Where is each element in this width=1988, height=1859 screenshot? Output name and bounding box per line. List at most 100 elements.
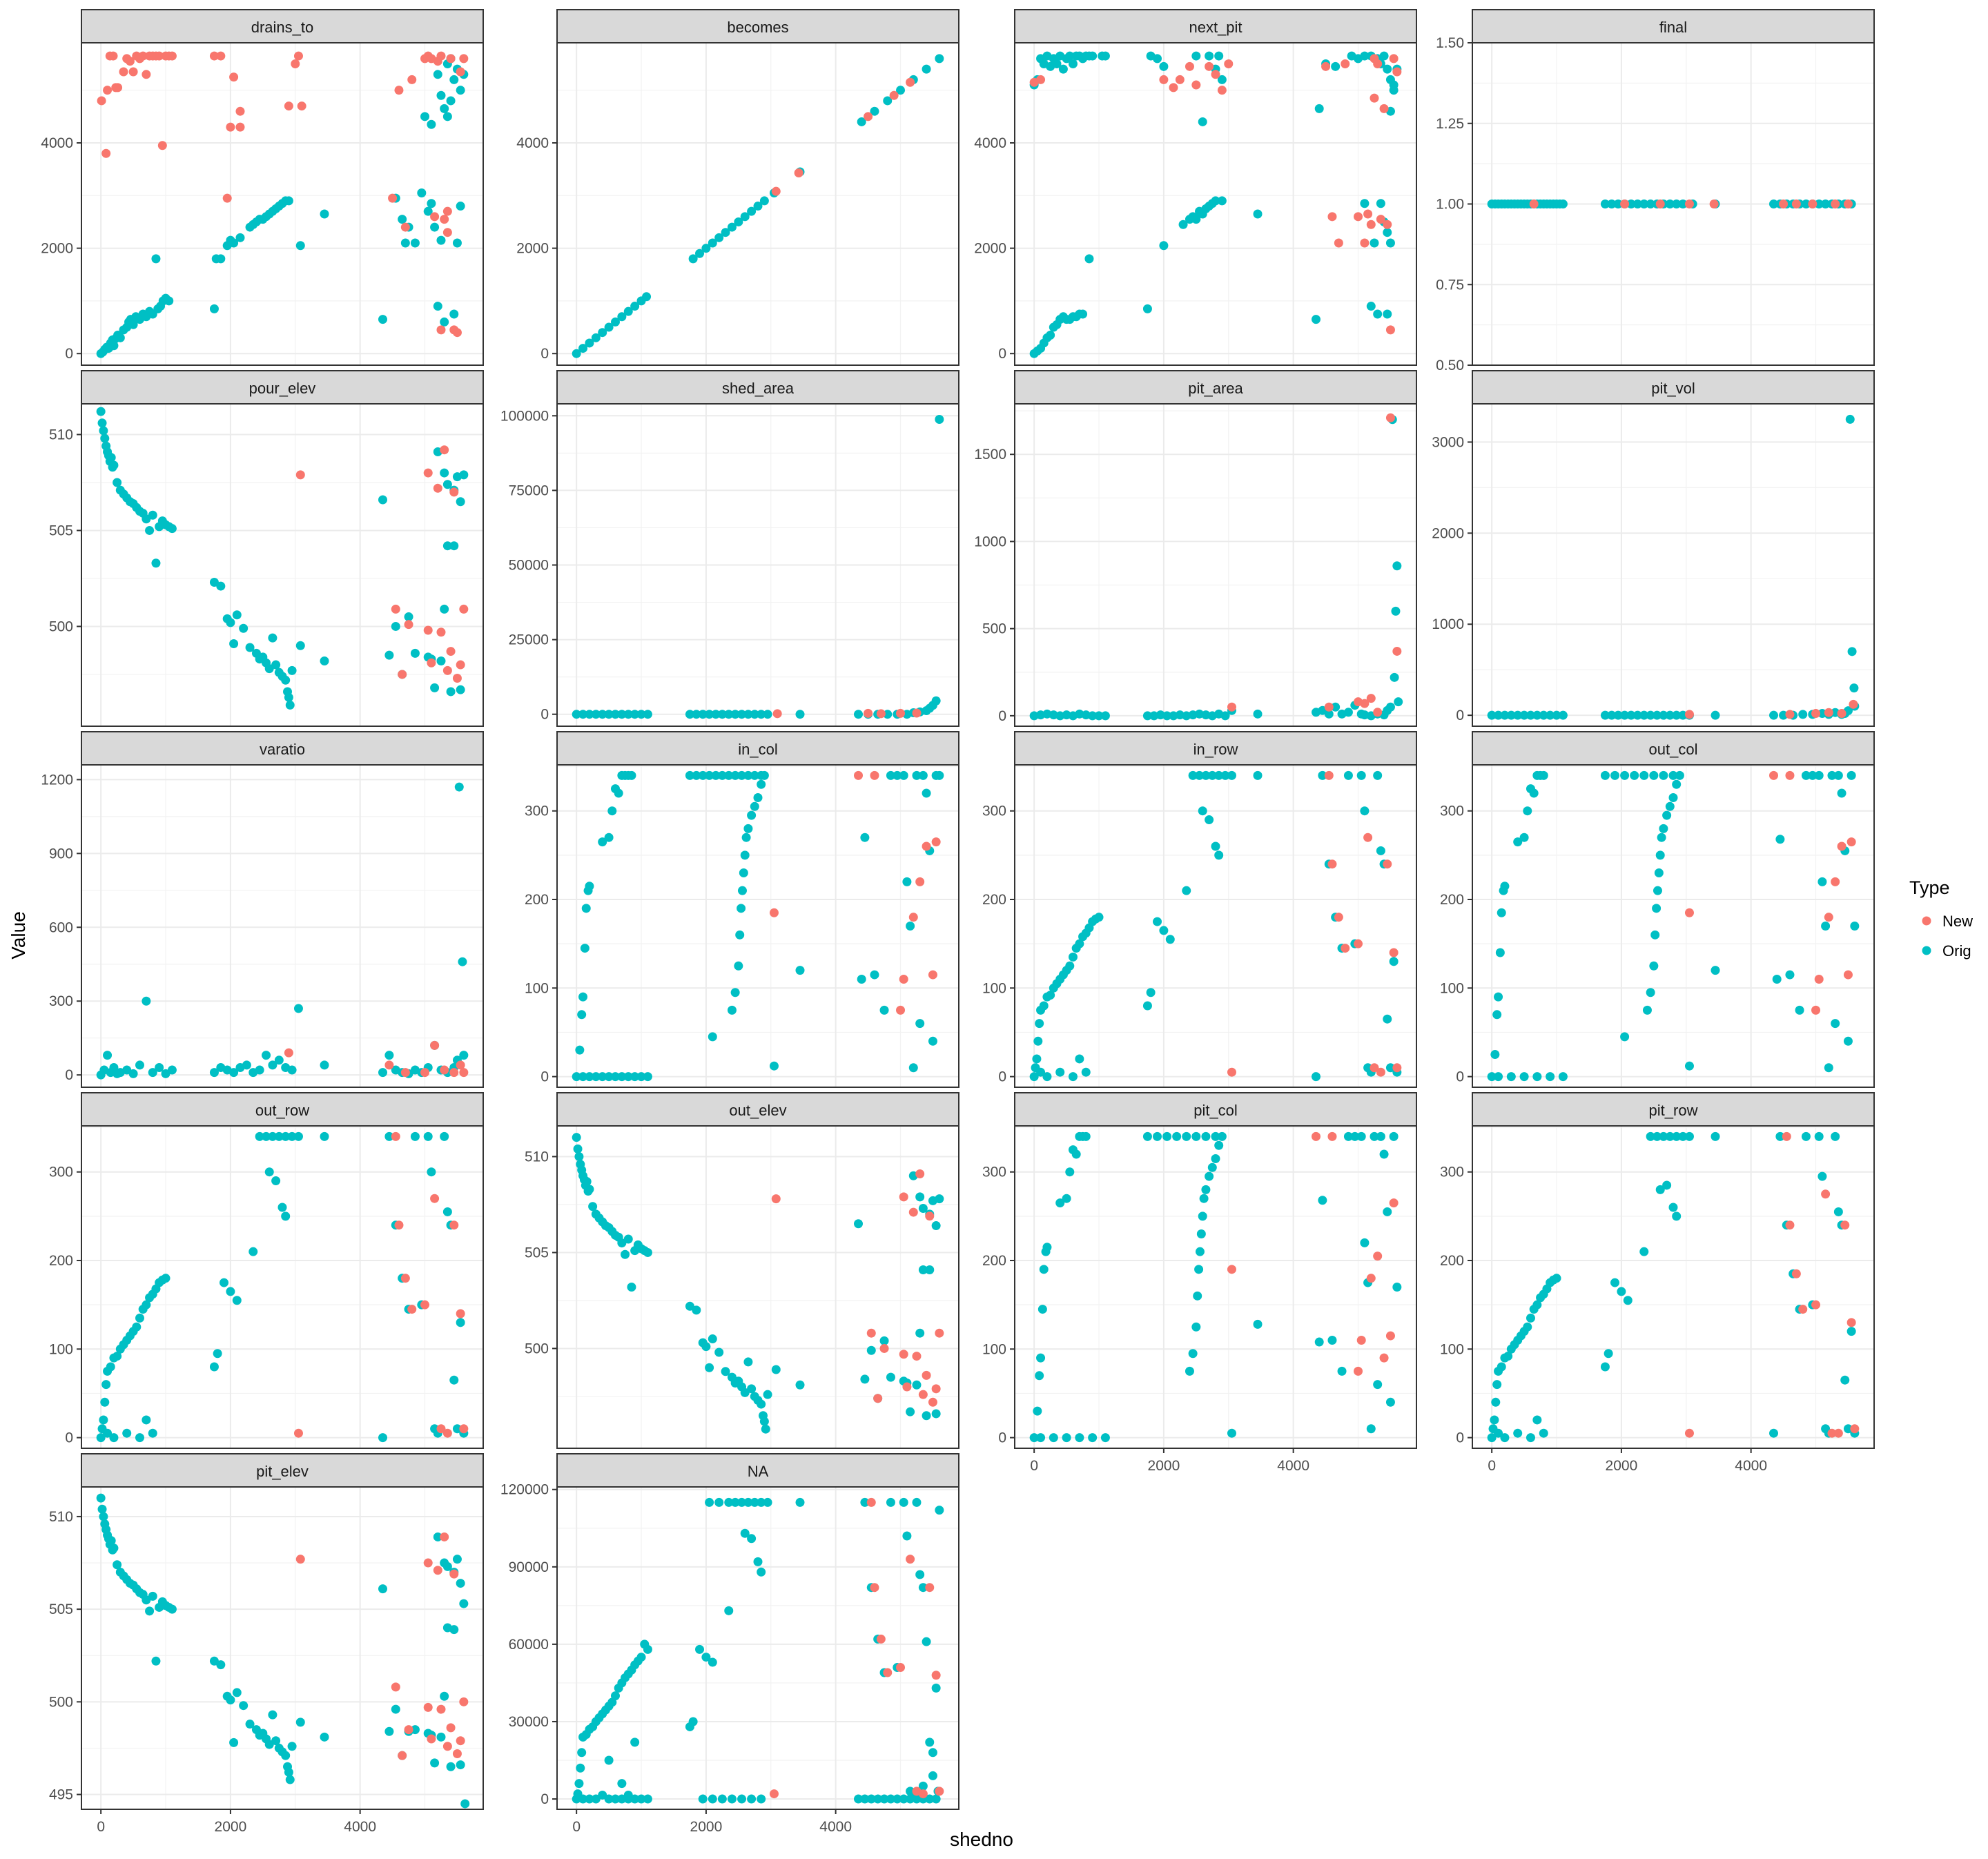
point-orig bbox=[795, 966, 805, 975]
facet-next-pit: next_pit 0 2000 4000 bbox=[974, 9, 1417, 366]
point-orig bbox=[1370, 1131, 1379, 1141]
panel-border bbox=[1014, 1125, 1417, 1449]
point-new bbox=[1341, 944, 1350, 953]
point-new bbox=[1324, 770, 1334, 780]
point-orig bbox=[1065, 1167, 1075, 1177]
point-orig bbox=[1668, 770, 1678, 780]
panel-border bbox=[81, 1486, 484, 1810]
point-orig bbox=[918, 1204, 928, 1214]
y-tick-label: 1000 bbox=[1432, 616, 1464, 632]
point-orig bbox=[1814, 1131, 1824, 1141]
point-orig bbox=[630, 710, 640, 719]
point-orig bbox=[295, 641, 305, 650]
point-new bbox=[1837, 709, 1846, 719]
y-tick-label: 0 bbox=[540, 707, 549, 723]
point-orig bbox=[1775, 835, 1785, 844]
point-orig bbox=[433, 302, 442, 311]
point-orig bbox=[1490, 1050, 1500, 1060]
y-tick-label: 300 bbox=[982, 1165, 1006, 1180]
point-new bbox=[1811, 709, 1821, 719]
point-orig bbox=[442, 1561, 452, 1571]
point-new bbox=[1843, 199, 1853, 208]
point-new bbox=[1321, 61, 1331, 71]
point-new bbox=[459, 604, 469, 614]
point-orig bbox=[1772, 974, 1782, 984]
point-orig bbox=[459, 1599, 469, 1608]
point-orig bbox=[113, 1560, 122, 1570]
point-orig bbox=[135, 1313, 144, 1323]
point-orig bbox=[400, 238, 410, 248]
point-new bbox=[436, 325, 446, 335]
point-orig bbox=[1195, 1247, 1205, 1256]
point-orig bbox=[857, 974, 866, 984]
point-orig bbox=[384, 1131, 394, 1141]
point-orig bbox=[860, 1497, 870, 1507]
point-orig bbox=[724, 1606, 734, 1615]
point-new bbox=[896, 708, 906, 718]
y-tick-label: 200 bbox=[525, 892, 549, 908]
point-new bbox=[922, 1370, 931, 1380]
point-orig bbox=[1058, 64, 1068, 74]
x-tick-label: 2000 bbox=[690, 1819, 723, 1835]
point-new bbox=[1191, 80, 1201, 90]
point-new bbox=[1808, 199, 1818, 208]
point-orig bbox=[711, 710, 721, 719]
point-orig bbox=[701, 244, 711, 253]
point-new bbox=[1684, 199, 1694, 208]
point-new bbox=[1366, 220, 1376, 229]
point-orig bbox=[717, 770, 727, 780]
y-tick-label: 510 bbox=[49, 1509, 73, 1525]
point-new bbox=[1785, 770, 1795, 780]
point-orig bbox=[598, 1072, 607, 1082]
point-new bbox=[1360, 238, 1370, 248]
point-new bbox=[423, 625, 433, 635]
point-orig bbox=[705, 1363, 714, 1372]
point-orig bbox=[721, 1367, 730, 1376]
point-new bbox=[896, 1005, 906, 1015]
point-new bbox=[928, 1397, 937, 1407]
point-orig bbox=[572, 1072, 581, 1082]
panel-border bbox=[1472, 764, 1875, 1088]
point-orig bbox=[1526, 1313, 1535, 1323]
point-new bbox=[1327, 1131, 1337, 1141]
point-orig bbox=[607, 806, 617, 816]
facet-pour-elev: pour_elev 500 505 510 bbox=[49, 370, 484, 727]
point-orig bbox=[1492, 1010, 1502, 1020]
point-orig bbox=[242, 1060, 251, 1070]
y-tick-label: 200 bbox=[982, 892, 1006, 908]
point-orig bbox=[1033, 1036, 1043, 1046]
y-tick-label: 100 bbox=[1440, 980, 1464, 996]
point-orig bbox=[103, 1051, 113, 1060]
y-tick-label: 0 bbox=[65, 1430, 73, 1446]
point-orig bbox=[96, 407, 106, 416]
point-orig bbox=[1383, 1207, 1392, 1216]
panel-background bbox=[1015, 1126, 1416, 1448]
point-orig bbox=[460, 1799, 470, 1809]
point-orig bbox=[763, 1390, 772, 1399]
point-orig bbox=[928, 1036, 937, 1046]
point-orig bbox=[747, 1794, 757, 1804]
point-orig bbox=[1211, 196, 1220, 206]
point-orig bbox=[1075, 1433, 1084, 1443]
point-orig bbox=[1159, 241, 1169, 251]
point-orig bbox=[213, 1349, 222, 1359]
point-orig bbox=[714, 233, 724, 242]
point-new bbox=[407, 1305, 417, 1314]
point-orig bbox=[582, 1177, 592, 1187]
point-orig bbox=[1847, 647, 1857, 656]
y-tick-label: 200 bbox=[1440, 1253, 1464, 1269]
point-orig bbox=[1391, 606, 1401, 616]
panel-background bbox=[1015, 404, 1416, 726]
point-new bbox=[407, 75, 417, 84]
point-orig bbox=[1142, 711, 1152, 721]
point-orig bbox=[274, 1055, 284, 1065]
point-orig bbox=[860, 833, 870, 842]
point-orig bbox=[931, 696, 941, 705]
point-orig bbox=[711, 770, 721, 780]
y-tick-label: 300 bbox=[982, 804, 1006, 819]
point-orig bbox=[1494, 710, 1503, 720]
point-orig bbox=[1845, 414, 1855, 424]
point-orig bbox=[614, 788, 623, 798]
point-orig bbox=[427, 199, 436, 208]
point-orig bbox=[378, 1584, 387, 1594]
